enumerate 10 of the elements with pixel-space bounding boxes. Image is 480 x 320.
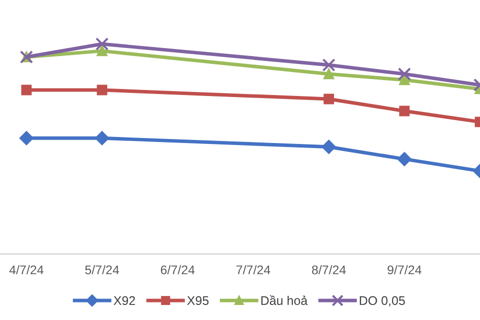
- legend-label: DO 0,05: [360, 296, 405, 307]
- legend-label: Dầu hoả: [261, 295, 308, 306]
- x-tick-label: 9/7/24: [388, 265, 422, 274]
- x-tick-label: 8/7/24: [312, 265, 346, 274]
- legend-label: X92: [114, 296, 135, 306]
- legend-label: X95: [187, 296, 209, 306]
- x-tick-label: 6/7/24: [160, 265, 195, 274]
- x-tick-label: 4/7/24: [9, 265, 44, 274]
- x-tick-label: 5/7/24: [85, 265, 120, 274]
- x-tick-label: 7/7/24: [236, 265, 270, 274]
